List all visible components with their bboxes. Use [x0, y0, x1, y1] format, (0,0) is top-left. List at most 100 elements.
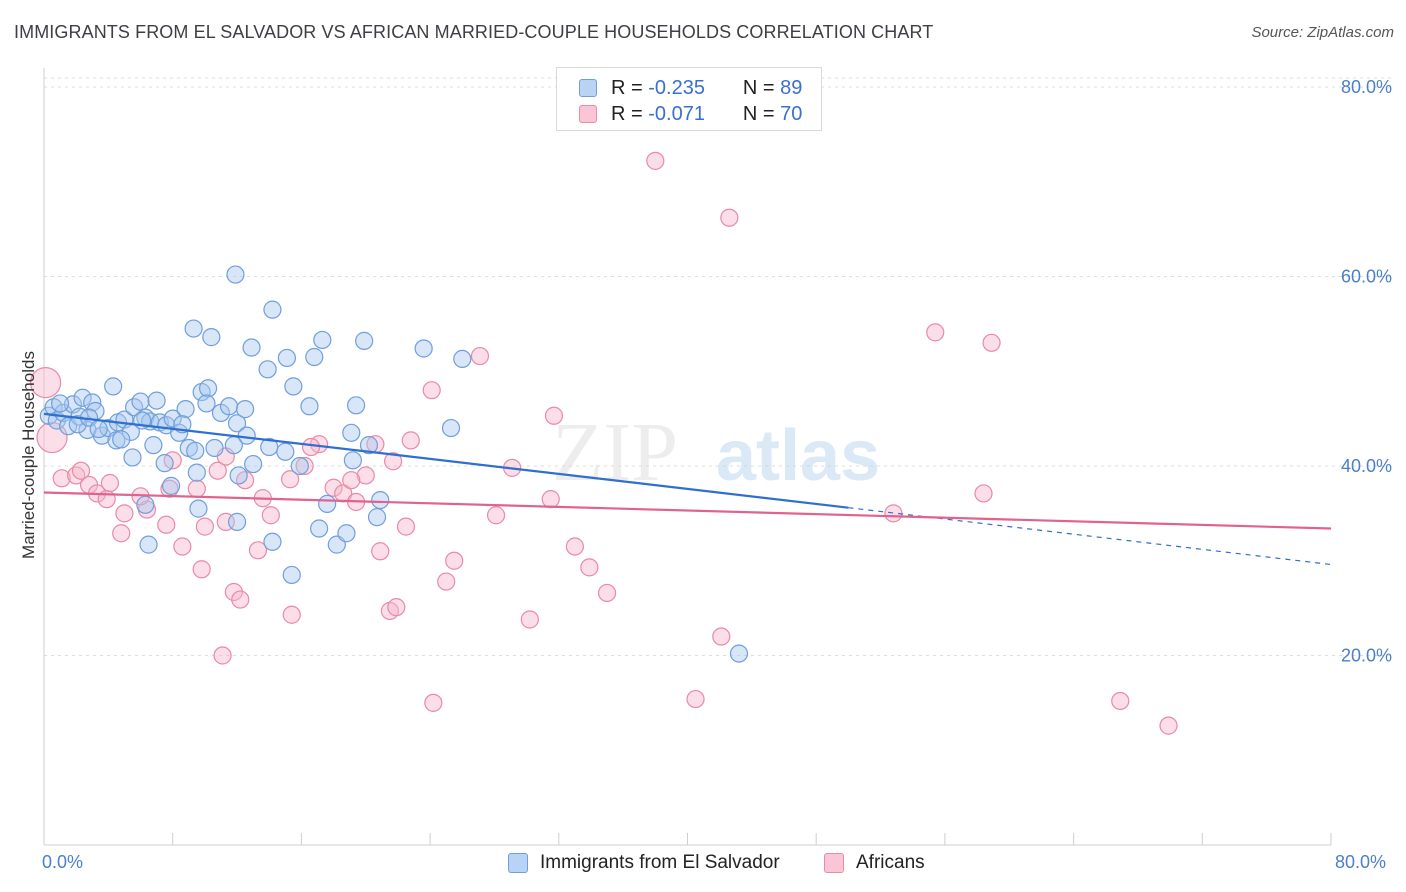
scatter-point: [541, 490, 560, 509]
x-tick-label-max: 80.0%: [1335, 852, 1387, 872]
scatter-point: [139, 535, 158, 554]
scatter-point: [71, 461, 91, 480]
scatter-point: [224, 436, 243, 455]
scatter-point: [89, 419, 108, 439]
scatter-point: [155, 454, 174, 473]
scatter-point: [144, 436, 163, 455]
scatter-point: [343, 451, 362, 470]
scatter-point: [224, 582, 243, 602]
scatter-point: [355, 331, 374, 350]
pink-swatch-icon: [579, 105, 597, 123]
scatter-point: [123, 448, 142, 467]
scatter-point: [231, 590, 250, 609]
scatter-point: [184, 319, 203, 338]
scatter-point: [161, 476, 181, 495]
correlation-legend: R = -0.235 N = 89 R = -0.071 N = 70: [556, 67, 822, 131]
scatter-point: [36, 421, 68, 454]
scatter-point: [229, 466, 248, 485]
chart-title: IMMIGRANTS FROM EL SALVADOR VS AFRICAN M…: [14, 22, 934, 42]
legend-item-el-salvador: Immigrants from El Salvador: [508, 852, 780, 874]
scatter-point: [305, 347, 324, 367]
scatter-point: [50, 394, 70, 413]
scatter-point: [470, 346, 490, 366]
scatter-point: [282, 605, 301, 624]
scatter-point: [282, 565, 301, 585]
scatter-point: [401, 431, 420, 450]
y-tick-label: 60.0%: [1341, 266, 1392, 286]
trend-line-el-salvador: [43, 412, 849, 509]
axes: [43, 68, 1331, 846]
scatter-point: [187, 479, 206, 498]
y-axis-label: Married-couple Households: [19, 351, 38, 559]
scatter-point: [926, 323, 945, 342]
y-tick-label: 40.0%: [1341, 456, 1392, 476]
scatter-point: [219, 397, 239, 416]
legend-row-pink: R = -0.071 N = 70: [579, 102, 802, 126]
africans-points: [30, 151, 1178, 735]
scatter-point: [712, 627, 731, 646]
scatter-point: [147, 391, 166, 410]
watermark-atlas: atlas: [716, 416, 880, 496]
scatter-point: [258, 360, 277, 379]
scatter-point: [356, 466, 375, 485]
scatter-point: [160, 479, 179, 498]
scatter-point: [213, 646, 232, 665]
source-label: Source: ZipAtlas.com: [1251, 24, 1394, 41]
gridlines: [44, 77, 1392, 656]
scatter-point: [414, 339, 433, 358]
y-tick-label: 80.0%: [1341, 77, 1392, 97]
scatter-point: [720, 208, 739, 227]
scatter-point: [1111, 691, 1130, 711]
scatter-point: [112, 524, 131, 543]
scatter-point: [198, 379, 218, 398]
scatter-point: [192, 560, 211, 579]
pink-r-label: R =: [611, 102, 643, 125]
scatter-point: [729, 644, 749, 663]
y-axis-tick-labels: 20.0% 40.0% 60.0% 80.0%: [1341, 77, 1392, 666]
scatter-point: [157, 515, 176, 534]
legend-item-africans: Africans: [824, 852, 925, 874]
scatter-point: [136, 495, 155, 514]
scatter-point: [176, 400, 195, 419]
scatter-point: [453, 349, 472, 369]
scatter-point: [261, 506, 280, 525]
blue-r-value: -0.235: [648, 76, 705, 99]
scatter-point: [30, 366, 62, 399]
scatter-point: [100, 473, 120, 493]
trend-line-africans: [43, 491, 1332, 530]
scatter-point: [884, 504, 903, 523]
scatter-point: [313, 330, 332, 350]
scatter-point: [301, 437, 321, 457]
blue-n-value: 89: [780, 76, 803, 99]
scatter-point: [208, 461, 227, 480]
legend-label-el-salvador: Immigrants from El Salvador: [540, 852, 780, 873]
scatter-point: [195, 517, 214, 536]
scatter-point: [486, 506, 506, 525]
scatter-point: [982, 333, 1001, 352]
scatter-point: [342, 471, 361, 490]
watermark-zip: ZIP: [552, 406, 678, 499]
scatter-point: [131, 392, 150, 411]
pink-legend-swatch-icon: [824, 853, 844, 873]
scatter-point: [73, 388, 92, 407]
x-tick-label-min: 0.0%: [42, 852, 84, 872]
scatter-point: [424, 693, 443, 712]
scatter-point: [281, 470, 300, 489]
blue-n-label: N =: [742, 76, 775, 99]
scatter-point: [387, 598, 406, 617]
scatter-point: [544, 406, 564, 425]
legend-row-blue: R = -0.235 N = 89: [579, 76, 802, 100]
scatter-point: [187, 463, 206, 482]
scatter-point: [383, 452, 403, 471]
scatter-point: [263, 300, 282, 319]
scatter-point: [337, 524, 356, 543]
scatter-point: [974, 484, 993, 503]
scatter-point: [367, 508, 387, 527]
scatter-point: [284, 377, 303, 396]
scatter-point: [300, 397, 319, 416]
scatter-point: [359, 436, 379, 455]
scatter-point: [437, 572, 456, 591]
legend-label-africans: Africans: [856, 852, 925, 873]
scatter-point: [197, 394, 216, 413]
scatter-point: [205, 438, 224, 458]
